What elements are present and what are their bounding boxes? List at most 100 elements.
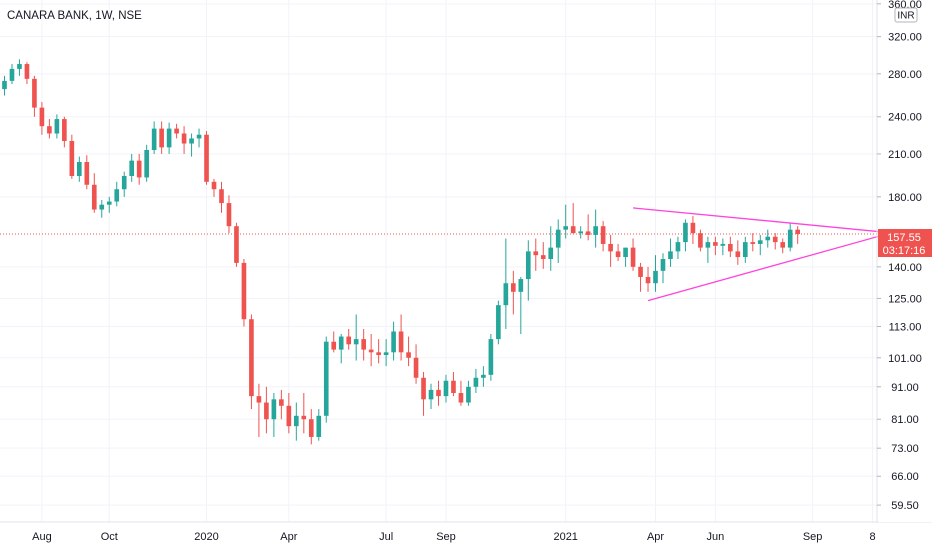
candle-bullish[interactable] [683, 219, 688, 252]
candles[interactable] [2, 59, 801, 445]
candle-bearish[interactable] [421, 371, 426, 416]
candle-bullish[interactable] [323, 336, 329, 423]
candle-bullish[interactable] [17, 59, 22, 76]
candle-bullish[interactable] [481, 366, 486, 387]
trendline[interactable] [632, 207, 896, 234]
candle-bullish[interactable] [593, 209, 598, 248]
candle-bullish[interactable] [660, 253, 666, 284]
candle-bullish[interactable] [496, 300, 501, 345]
candle-bullish[interactable] [653, 255, 658, 292]
candle-bullish[interactable] [428, 383, 434, 410]
candle-bearish[interactable] [585, 214, 591, 241]
candle-bearish[interactable] [698, 229, 703, 252]
candle-bearish[interactable] [331, 331, 337, 353]
candle-bearish[interactable] [728, 236, 733, 258]
candle-bearish[interactable] [436, 380, 441, 406]
candle-bullish[interactable] [294, 402, 299, 441]
candle-bearish[interactable] [286, 392, 292, 434]
candle-bullish[interactable] [563, 204, 569, 239]
candle-bullish[interactable] [675, 236, 681, 259]
candle-bullish[interactable] [2, 75, 7, 96]
candle-bullish[interactable] [668, 238, 673, 267]
candle-bearish[interactable] [204, 131, 209, 185]
candle-bearish[interactable] [690, 216, 696, 244]
candle-bearish[interactable] [264, 386, 269, 434]
candle-bullish[interactable] [466, 380, 471, 406]
candle-bullish[interactable] [151, 121, 157, 154]
triangle-trendlines[interactable] [632, 207, 903, 302]
currency-badge[interactable] [894, 7, 918, 23]
candle-bullish[interactable] [166, 122, 172, 154]
candle-bearish[interactable] [780, 238, 786, 254]
candle-bearish[interactable] [301, 392, 307, 434]
candle-bearish[interactable] [69, 134, 75, 179]
candle-bearish[interactable] [249, 314, 254, 410]
candle-bullish[interactable] [705, 236, 711, 263]
candle-bullish[interactable] [144, 144, 149, 182]
candle-bearish[interactable] [174, 123, 179, 139]
candle-bearish[interactable] [159, 121, 164, 154]
candle-bullish[interactable] [787, 222, 793, 252]
candle-bearish[interactable] [279, 389, 284, 420]
candle-bearish[interactable] [511, 270, 516, 315]
candle-bearish[interactable] [241, 258, 247, 327]
candle-bullish[interactable] [578, 226, 583, 239]
candle-bearish[interactable] [62, 116, 67, 148]
price-axis-panel[interactable] [878, 0, 932, 522]
candle-bullish[interactable] [757, 234, 763, 256]
candle-bearish[interactable] [398, 314, 404, 361]
candle-bullish[interactable] [525, 240, 531, 301]
candle-bearish[interactable] [39, 102, 45, 135]
candle-bullish[interactable] [623, 247, 628, 267]
candle-bearish[interactable] [346, 328, 352, 350]
candle-bullish[interactable] [114, 181, 120, 207]
candle-bullish[interactable] [383, 339, 389, 367]
candle-bullish[interactable] [189, 133, 194, 157]
candle-bearish[interactable] [615, 243, 621, 261]
candle-bearish[interactable] [376, 339, 381, 364]
candle-bearish[interactable] [406, 336, 411, 367]
candle-bearish[interactable] [600, 221, 606, 252]
candle-bullish[interactable] [353, 314, 359, 361]
candle-bullish[interactable] [548, 226, 554, 271]
candle-bearish[interactable] [645, 266, 651, 292]
candle-bearish[interactable] [181, 126, 187, 154]
candle-bearish[interactable] [136, 153, 142, 185]
candle-bearish[interactable] [219, 181, 224, 213]
candle-bullish[interactable] [338, 333, 344, 364]
candle-bearish[interactable] [32, 75, 37, 117]
candle-bearish[interactable] [211, 178, 217, 197]
candle-bullish[interactable] [720, 238, 726, 256]
candle-bearish[interactable] [47, 119, 52, 139]
candle-bearish[interactable] [91, 173, 97, 213]
candle-bearish[interactable] [750, 233, 756, 252]
candle-bearish[interactable] [256, 383, 262, 437]
candle-bullish[interactable] [196, 128, 202, 148]
candle-bullish[interactable] [503, 238, 509, 329]
trendline[interactable] [647, 229, 903, 302]
candle-bearish[interactable] [84, 155, 90, 190]
candle-bullish[interactable] [121, 171, 127, 197]
candle-bullish[interactable] [99, 199, 105, 218]
candle-bearish[interactable] [540, 242, 546, 269]
candle-bearish[interactable] [608, 234, 613, 267]
candle-bullish[interactable] [742, 236, 748, 263]
candle-bullish[interactable] [443, 374, 449, 403]
candle-bearish[interactable] [413, 344, 419, 384]
candle-bearish[interactable] [234, 222, 239, 267]
candle-bearish[interactable] [713, 236, 718, 256]
candle-bullish[interactable] [271, 392, 277, 437]
candle-bearish[interactable] [533, 238, 539, 271]
candle-bullish[interactable] [391, 321, 396, 361]
candle-bullish[interactable] [106, 196, 112, 213]
candle-bearish[interactable] [735, 240, 741, 265]
candle-bullish[interactable] [518, 276, 524, 334]
candle-bearish[interactable] [451, 371, 456, 397]
candle-bullish[interactable] [473, 369, 479, 393]
candle-bearish[interactable] [570, 203, 576, 234]
candle-bearish[interactable] [308, 409, 314, 445]
candle-bearish[interactable] [630, 238, 636, 271]
candle-bearish[interactable] [24, 62, 30, 84]
